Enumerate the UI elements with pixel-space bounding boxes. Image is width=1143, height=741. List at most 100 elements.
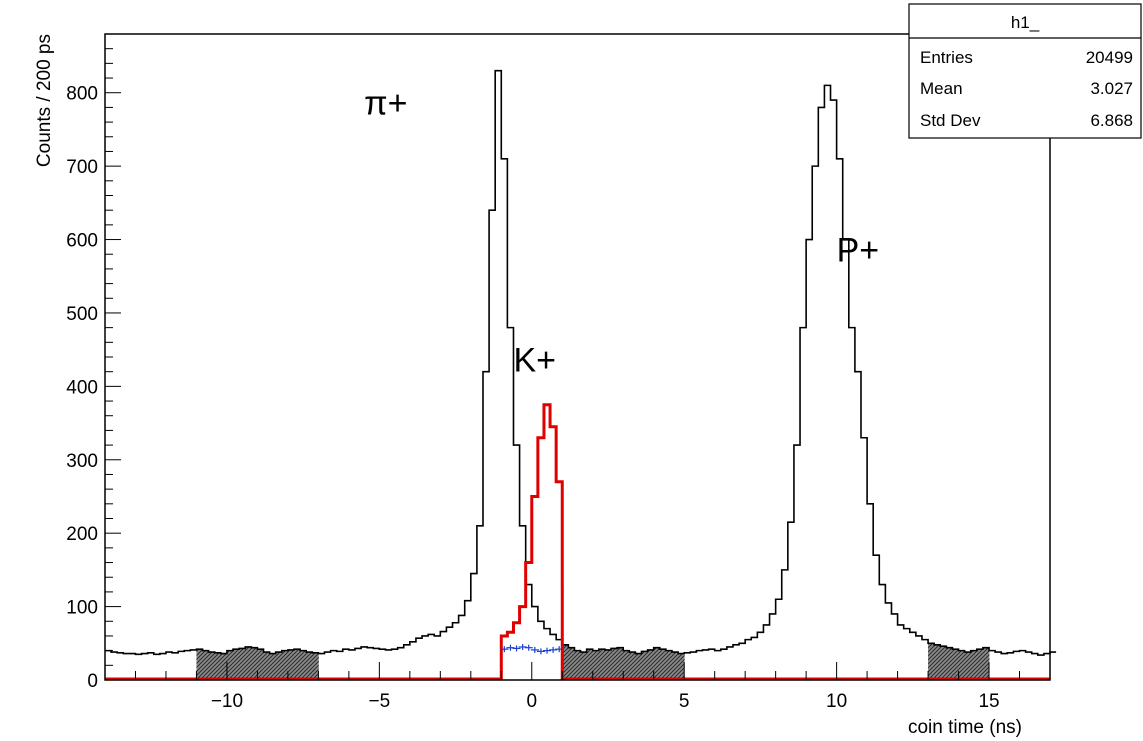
x-axis: −10 −5 0 5 10 15 — [104, 662, 1051, 712]
stats-stddev-value: 6.868 — [1090, 111, 1133, 130]
sideband-bin — [598, 649, 606, 680]
peak-label: π+ — [364, 85, 407, 123]
sideband-bin — [580, 652, 588, 680]
sideband-bin — [934, 644, 941, 680]
sideband-bin — [275, 652, 283, 680]
y-axis: 0 100 200 300 400 500 600 700 800 — [66, 48, 121, 692]
sideband-bin — [226, 650, 234, 680]
sideband-bin — [653, 647, 661, 680]
sideband-bin — [281, 650, 289, 680]
sideband-bin — [982, 647, 990, 680]
sideband-bin — [233, 649, 240, 680]
sideband-bin — [592, 650, 600, 680]
sideband-bin — [239, 648, 246, 680]
sideband-bin — [300, 650, 307, 680]
sideband-bin — [946, 647, 953, 680]
sideband-bin — [214, 652, 222, 680]
stats-entries-label: Entries — [920, 48, 973, 67]
sideband-bin — [958, 650, 966, 680]
sideband-bin — [312, 652, 319, 680]
sideband-bin — [574, 650, 581, 680]
sideband-bin — [251, 647, 258, 680]
y-tick-label: 800 — [66, 84, 98, 105]
sideband-bin — [952, 649, 959, 680]
y-tick-label: 200 — [66, 524, 98, 545]
stats-stddev-label: Std Dev — [920, 111, 981, 130]
sideband-bin — [964, 652, 972, 680]
sideband-bin — [611, 648, 618, 680]
sideband-bin — [940, 646, 947, 680]
stats-mean-label: Mean — [920, 79, 963, 98]
x-tick-label: −5 — [369, 691, 391, 712]
stats-box: h1_ Entries 20499 Mean 3.027 Std Dev 6.8… — [908, 3, 1142, 139]
sideband-region — [196, 646, 319, 680]
plot-frame — [104, 33, 1051, 681]
background-point — [506, 644, 515, 651]
sideband-bin — [629, 652, 636, 680]
y-tick-label: 400 — [66, 377, 98, 398]
sideband-bin — [928, 643, 935, 680]
sideband-bin — [586, 649, 594, 680]
sideband-bin — [672, 652, 679, 680]
sideband-bin — [678, 653, 685, 680]
sideband-bin — [635, 653, 642, 680]
sideband-bin — [647, 649, 655, 680]
x-tick-label: 10 — [826, 691, 847, 712]
sideband-bin — [659, 649, 667, 680]
sideband-bin — [306, 652, 313, 680]
sideband-bin — [294, 649, 301, 680]
x-tick-label: −10 — [211, 691, 243, 712]
x-tick-label: 15 — [978, 691, 999, 712]
y-axis-title: Counts / 200 ps — [34, 34, 55, 167]
background-point — [500, 646, 509, 653]
background-point — [543, 647, 552, 654]
sideband-bin — [245, 646, 252, 680]
sideband-bin — [623, 650, 630, 680]
sideband-bin — [287, 649, 295, 680]
background-point — [549, 646, 558, 653]
sideband-bin — [976, 649, 984, 680]
y-tick-label: 700 — [66, 157, 98, 178]
sideband-bin — [562, 644, 569, 680]
sideband-bin — [970, 650, 978, 680]
peak-annotations: π+ K+ P+ — [364, 85, 879, 380]
shaded-regions — [196, 643, 990, 680]
coincidence-histogram-line — [105, 69, 1057, 656]
sideband-bin — [568, 647, 575, 680]
histogram-series — [105, 69, 1057, 681]
kaon-window-histogram-line — [105, 403, 1050, 681]
background-point — [536, 648, 545, 655]
stats-mean-value: 3.027 — [1090, 79, 1133, 98]
sideband-region — [562, 644, 685, 680]
sideband-bin — [665, 650, 673, 680]
sideband-bin — [257, 649, 264, 680]
sideband-bin — [641, 651, 649, 680]
sideband-bin — [220, 653, 228, 680]
background-point — [518, 643, 527, 650]
sideband-bin — [196, 649, 203, 680]
background-point — [512, 645, 521, 652]
sideband-bin — [604, 649, 612, 680]
y-tick-label: 100 — [66, 598, 98, 619]
background-point — [524, 644, 533, 651]
sideband-bin — [208, 652, 216, 680]
x-tick-label: 0 — [526, 691, 537, 712]
sideband-bin — [617, 647, 624, 680]
stats-title: h1_ — [1011, 13, 1040, 32]
x-tick-label: 5 — [679, 691, 690, 712]
y-tick-label: 600 — [66, 231, 98, 252]
y-tick-label: 0 — [87, 671, 98, 692]
y-tick-label: 500 — [66, 304, 98, 325]
sideband-bin — [202, 650, 210, 680]
background-point — [555, 646, 564, 653]
stats-entries-value: 20499 — [1086, 48, 1133, 67]
x-axis-title: coin time (ns) — [908, 717, 1022, 738]
background-point — [530, 646, 539, 653]
y-tick-label: 300 — [66, 451, 98, 472]
peak-label: P+ — [837, 232, 880, 270]
sideband-bin — [269, 653, 277, 680]
sideband-bin — [263, 652, 271, 680]
peak-label: K+ — [513, 342, 556, 380]
sideband-region — [928, 643, 990, 680]
